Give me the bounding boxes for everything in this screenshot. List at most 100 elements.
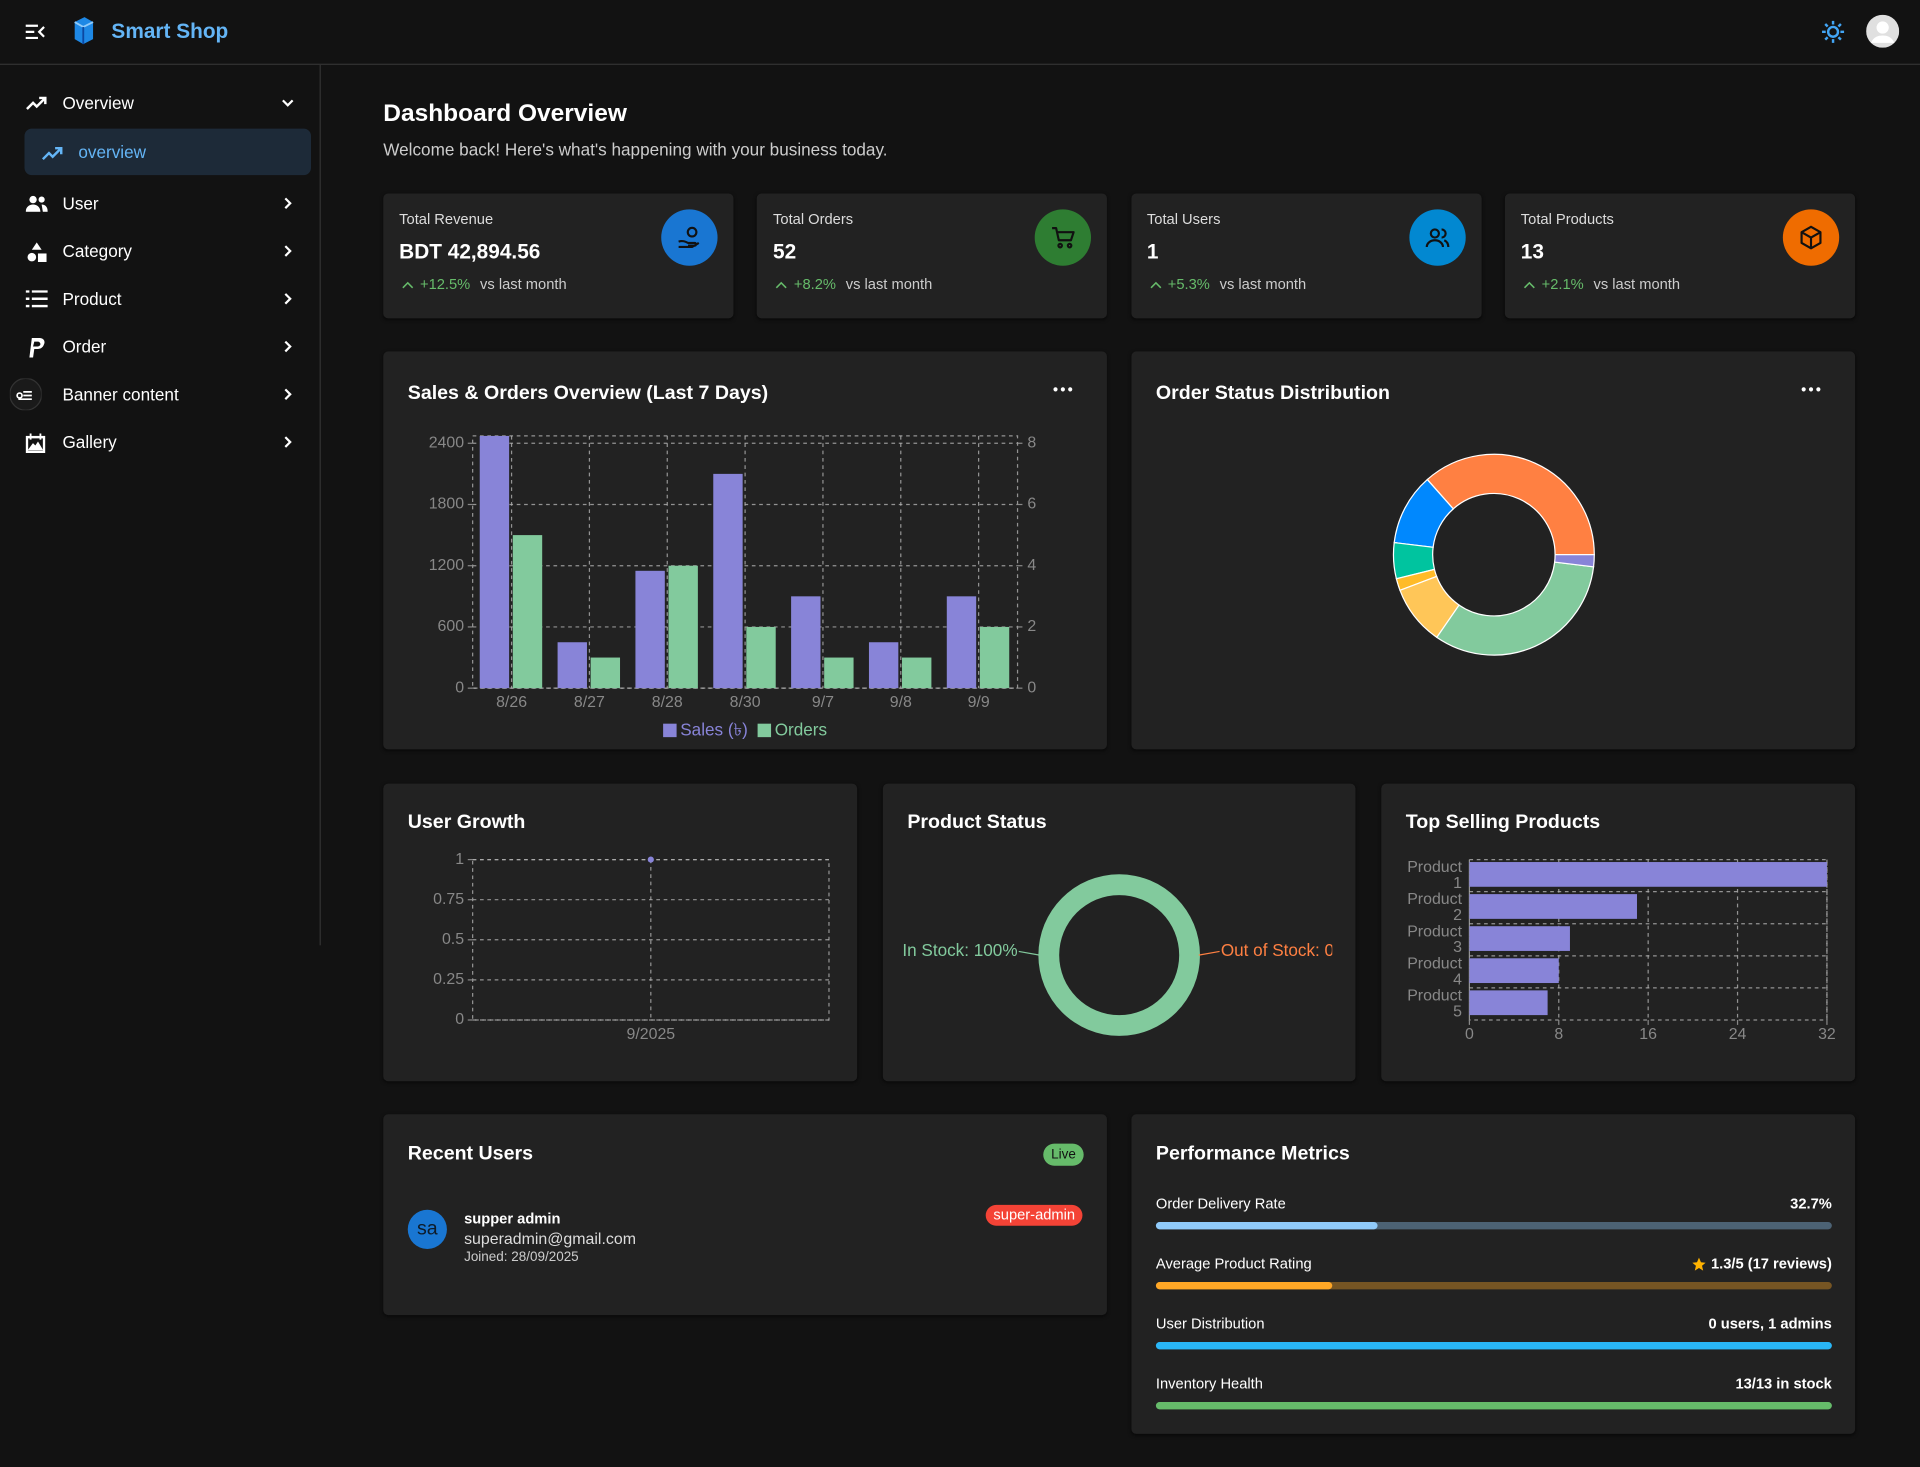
logo[interactable]: [71, 16, 95, 45]
bar: [512, 535, 543, 689]
nav-label: Order: [62, 336, 107, 357]
bar: [713, 473, 743, 689]
brand[interactable]: Smart Shop: [111, 19, 229, 43]
stat-icon: [1408, 209, 1466, 266]
more-button[interactable]: [1053, 387, 1073, 392]
star-icon: [1692, 1257, 1706, 1270]
nav-icon: [25, 290, 48, 308]
y-tick-label: 1200: [429, 557, 465, 574]
label-line: 5: [1453, 1004, 1462, 1021]
chart-title: Order Status Distribution: [1155, 383, 1390, 405]
leader-line: [1018, 950, 1040, 956]
bar: [1469, 862, 1827, 887]
legend: Sales (৳) Orders: [663, 720, 827, 740]
legend-label: Orders: [775, 720, 827, 740]
nav-item[interactable]: Banner content: [0, 376, 320, 413]
point: [647, 856, 654, 863]
stat-icon-glyph: [1425, 228, 1449, 248]
nav-icon: [25, 195, 48, 212]
bar: [979, 626, 1010, 689]
y-tick-label: 0.25: [433, 971, 464, 988]
x-tick-label: 8/26: [496, 694, 527, 711]
y-tick-label: Product 3: [1407, 924, 1462, 957]
y-tick-label: Product 1: [1407, 859, 1462, 892]
role-badge: super-admin: [986, 1204, 1083, 1226]
metric-label: Average Product Rating: [1155, 1255, 1312, 1273]
nav-item[interactable]: Gallery: [0, 424, 320, 461]
bar: [868, 642, 899, 689]
x-tick-label: 9/7: [812, 694, 834, 711]
x-tick-label: 8/27: [574, 694, 605, 711]
bar: [1469, 958, 1559, 984]
menu-toggle[interactable]: [24, 22, 46, 42]
label-line: 3: [1453, 939, 1462, 956]
chart-title: Product Status: [907, 811, 1047, 833]
nav-item[interactable]: Category: [0, 233, 320, 270]
x-tick-label: 8/30: [730, 694, 761, 711]
nav-icon: [9, 378, 42, 411]
chart: In Stock: 100% Out of Stock: 0%: [902, 874, 1332, 1036]
y-tick-label: 0.5: [442, 931, 464, 948]
nav-icon: [26, 96, 47, 110]
nav-label: Overview: [62, 93, 134, 113]
x-tick-label: 8/28: [652, 694, 683, 711]
trend-icon: [1523, 278, 1535, 290]
bar: [791, 596, 821, 689]
nav-item[interactable]: User: [0, 185, 320, 222]
stat-change-row: +5.3% vs last month: [1149, 276, 1306, 293]
nav-item[interactable]: Overview: [0, 84, 320, 121]
more-button[interactable]: [1801, 387, 1821, 392]
label-line: 1: [1453, 875, 1462, 892]
stat-change-row: +8.2% vs last month: [776, 276, 932, 293]
x-tick-label: 9/8: [890, 694, 912, 711]
trend-arrow: [402, 281, 414, 289]
y-tick-label: 0: [455, 1011, 464, 1028]
slice: [1435, 561, 1595, 656]
chevron: [284, 197, 292, 209]
bar: [635, 570, 665, 689]
stat-icon: [1782, 209, 1840, 266]
metric-row: Average Product Rating 1.3/5 (17 reviews): [1156, 1255, 1832, 1272]
stat-value: 13: [1520, 240, 1544, 264]
leader-line: [1198, 950, 1220, 956]
nav-icon: [29, 337, 45, 358]
nav-label: Category: [62, 241, 133, 261]
nav-label: Product: [62, 288, 122, 309]
metric-row: Inventory Health 13/13 in stock: [1156, 1375, 1832, 1392]
stat-title: Total Orders: [773, 210, 854, 228]
bar: [824, 657, 854, 689]
user-avatar[interactable]: [1866, 14, 1900, 48]
chevron: [284, 388, 292, 400]
user-joined: Joined: 28/09/2025: [464, 1250, 579, 1265]
stat-change: +12.5%: [420, 275, 471, 293]
chart-card: User Growth: [383, 783, 858, 1082]
chevron: [284, 245, 292, 257]
trend-icon: [1149, 278, 1161, 290]
y2-tick-label: 0: [1027, 679, 1036, 696]
stat-change-row: +2.1% vs last month: [1523, 276, 1680, 293]
chevron: [282, 99, 294, 107]
stat-icon-glyph: [678, 226, 700, 249]
nav-label: User: [62, 193, 99, 214]
page-title: Dashboard Overview: [383, 100, 627, 128]
y-tick-label: 0: [455, 679, 464, 696]
stat-icon-glyph: [1052, 227, 1076, 249]
stat-card: Total Orders 52 +8.2% vs last month: [757, 193, 1108, 319]
user-email: superadmin@gmail.com: [464, 1229, 636, 1248]
x-tick-label: 32: [1818, 1026, 1836, 1043]
x-tick-label: 9/9: [968, 694, 990, 711]
stat-title: Total Revenue: [399, 210, 494, 228]
label-line: Product: [1407, 988, 1462, 1005]
y-tick-label: 2400: [429, 434, 465, 451]
label-line: Product: [1407, 891, 1462, 908]
nav-item[interactable]: Product: [0, 280, 320, 317]
theme-toggle[interactable]: [1821, 20, 1845, 44]
y-tick-label: 0.75: [433, 891, 464, 908]
stat-value: 1: [1146, 240, 1159, 264]
chart-title: Sales & Orders Overview (Last 7 Days): [407, 383, 769, 405]
progress-fill: [1155, 1342, 1832, 1350]
nav-item[interactable]: Order: [0, 328, 320, 365]
trend-icon: [776, 278, 788, 290]
progress-fill: [1155, 1282, 1332, 1290]
nav-sub-item[interactable]: overview: [24, 128, 312, 176]
